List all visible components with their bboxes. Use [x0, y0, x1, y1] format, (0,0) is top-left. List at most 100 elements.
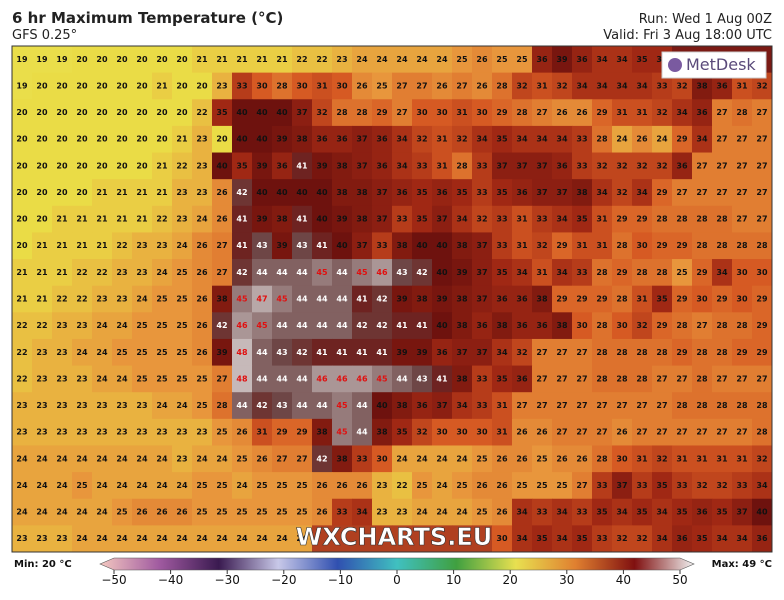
temperature-label: 20	[16, 241, 28, 250]
cell-bg	[472, 232, 493, 260]
cell-bg	[312, 259, 333, 287]
cell-bg	[32, 472, 53, 500]
cell-bg	[312, 179, 333, 207]
temperature-label: 29	[676, 295, 688, 304]
temperature-label: 33	[576, 268, 587, 277]
temperature-label: 23	[76, 428, 87, 437]
temperature-label: 26	[496, 508, 508, 517]
temperature-label: 32	[416, 428, 427, 437]
cell-bg	[32, 312, 53, 340]
temperature-label: 28	[676, 215, 688, 224]
temperature-label: 39	[216, 348, 228, 357]
temperature-label: 34	[596, 55, 608, 64]
temperature-label: 21	[76, 241, 88, 250]
cell-bg	[52, 125, 73, 154]
cell-bg	[412, 205, 433, 233]
cell-bg	[472, 418, 493, 446]
cell-bg	[332, 418, 353, 446]
cell-bg	[752, 99, 773, 127]
temperature-label: 36	[536, 55, 548, 64]
run: Run: Wed 1 Aug 00Z	[639, 12, 772, 27]
cell-bg	[732, 205, 753, 233]
temperature-label: 31	[636, 295, 648, 304]
temperature-label: 26	[476, 481, 488, 490]
temperature-label: 31	[456, 108, 468, 117]
cell-bg	[512, 285, 533, 313]
cell-bg	[332, 285, 353, 313]
cell-bg	[732, 445, 753, 473]
temperature-label: 24	[156, 401, 168, 410]
temperature-label: 33	[596, 481, 607, 490]
temperature-label: 43	[276, 348, 287, 357]
temperature-label: 24	[156, 268, 168, 277]
cell-bg	[292, 232, 313, 260]
cell-bg	[732, 259, 753, 287]
cell-bg	[52, 99, 73, 127]
temperature-label: 23	[36, 428, 47, 437]
colorbar-tick-label: −40	[158, 573, 183, 587]
temperature-label: 27	[716, 108, 727, 117]
cell-bg	[112, 525, 133, 553]
cell-bg	[512, 392, 533, 420]
cell-bg	[112, 152, 133, 180]
cell-bg	[372, 152, 393, 180]
temperature-label: 28	[756, 428, 768, 437]
cell-bg	[732, 312, 753, 340]
temperature-label: 29	[376, 108, 388, 117]
temperature-label: 34	[636, 81, 648, 90]
cell-bg	[752, 232, 773, 260]
cell-bg	[152, 418, 173, 446]
temperature-label: 38	[296, 135, 308, 144]
temperature-label: 24	[56, 481, 68, 490]
cell-bg	[552, 285, 573, 313]
cell-bg	[152, 259, 173, 287]
temperature-label: 24	[96, 454, 108, 463]
cell-bg	[612, 152, 633, 180]
cell-bg	[392, 259, 413, 287]
temperature-label: 23	[116, 295, 127, 304]
temperature-label: 36	[716, 81, 728, 90]
temperature-label: 30	[436, 428, 448, 437]
temperature-label: 28	[596, 268, 608, 277]
temperature-label: 34	[616, 81, 628, 90]
temperature-label: 27	[676, 428, 687, 437]
cell-bg	[512, 232, 533, 260]
temperature-label: 24	[256, 534, 268, 543]
cell-bg	[32, 525, 53, 553]
temperature-label: 23	[36, 348, 47, 357]
colorbar-tick-label: 20	[503, 573, 518, 587]
temperature-label: 25	[216, 508, 228, 517]
temperature-label: 45	[236, 295, 248, 304]
cell-bg	[52, 205, 73, 233]
logo: MetDesk	[661, 51, 767, 79]
temperature-label: 23	[376, 481, 387, 490]
temperature-label: 23	[136, 241, 147, 250]
temperature-label: 35	[496, 135, 508, 144]
cell-bg	[72, 125, 93, 154]
cell-bg	[12, 259, 33, 287]
cell-bg	[352, 525, 373, 553]
cell-bg	[312, 338, 333, 367]
temperature-label: 19	[16, 55, 28, 64]
cell-bg	[192, 205, 213, 233]
cell-bg	[92, 46, 113, 74]
cell-bg	[532, 312, 553, 340]
cell-bg	[372, 72, 393, 100]
cell-bg	[572, 445, 593, 473]
temperature-label: 20	[16, 215, 28, 224]
cell-bg	[552, 99, 573, 127]
temperature-label: 24	[96, 534, 108, 543]
cell-bg	[652, 179, 673, 207]
cell-bg	[392, 312, 413, 340]
temperature-label: 40	[276, 108, 288, 117]
temperature-label: 33	[656, 81, 667, 90]
cell-bg	[112, 338, 133, 367]
cell-bg	[32, 259, 53, 287]
cell-bg	[492, 259, 513, 287]
cell-bg	[492, 179, 513, 207]
cell-bg	[12, 338, 33, 367]
temperature-label: 38	[216, 295, 228, 304]
temperature-label: 28	[696, 241, 708, 250]
temperature-label: 34	[596, 188, 608, 197]
cell-bg	[192, 152, 213, 180]
